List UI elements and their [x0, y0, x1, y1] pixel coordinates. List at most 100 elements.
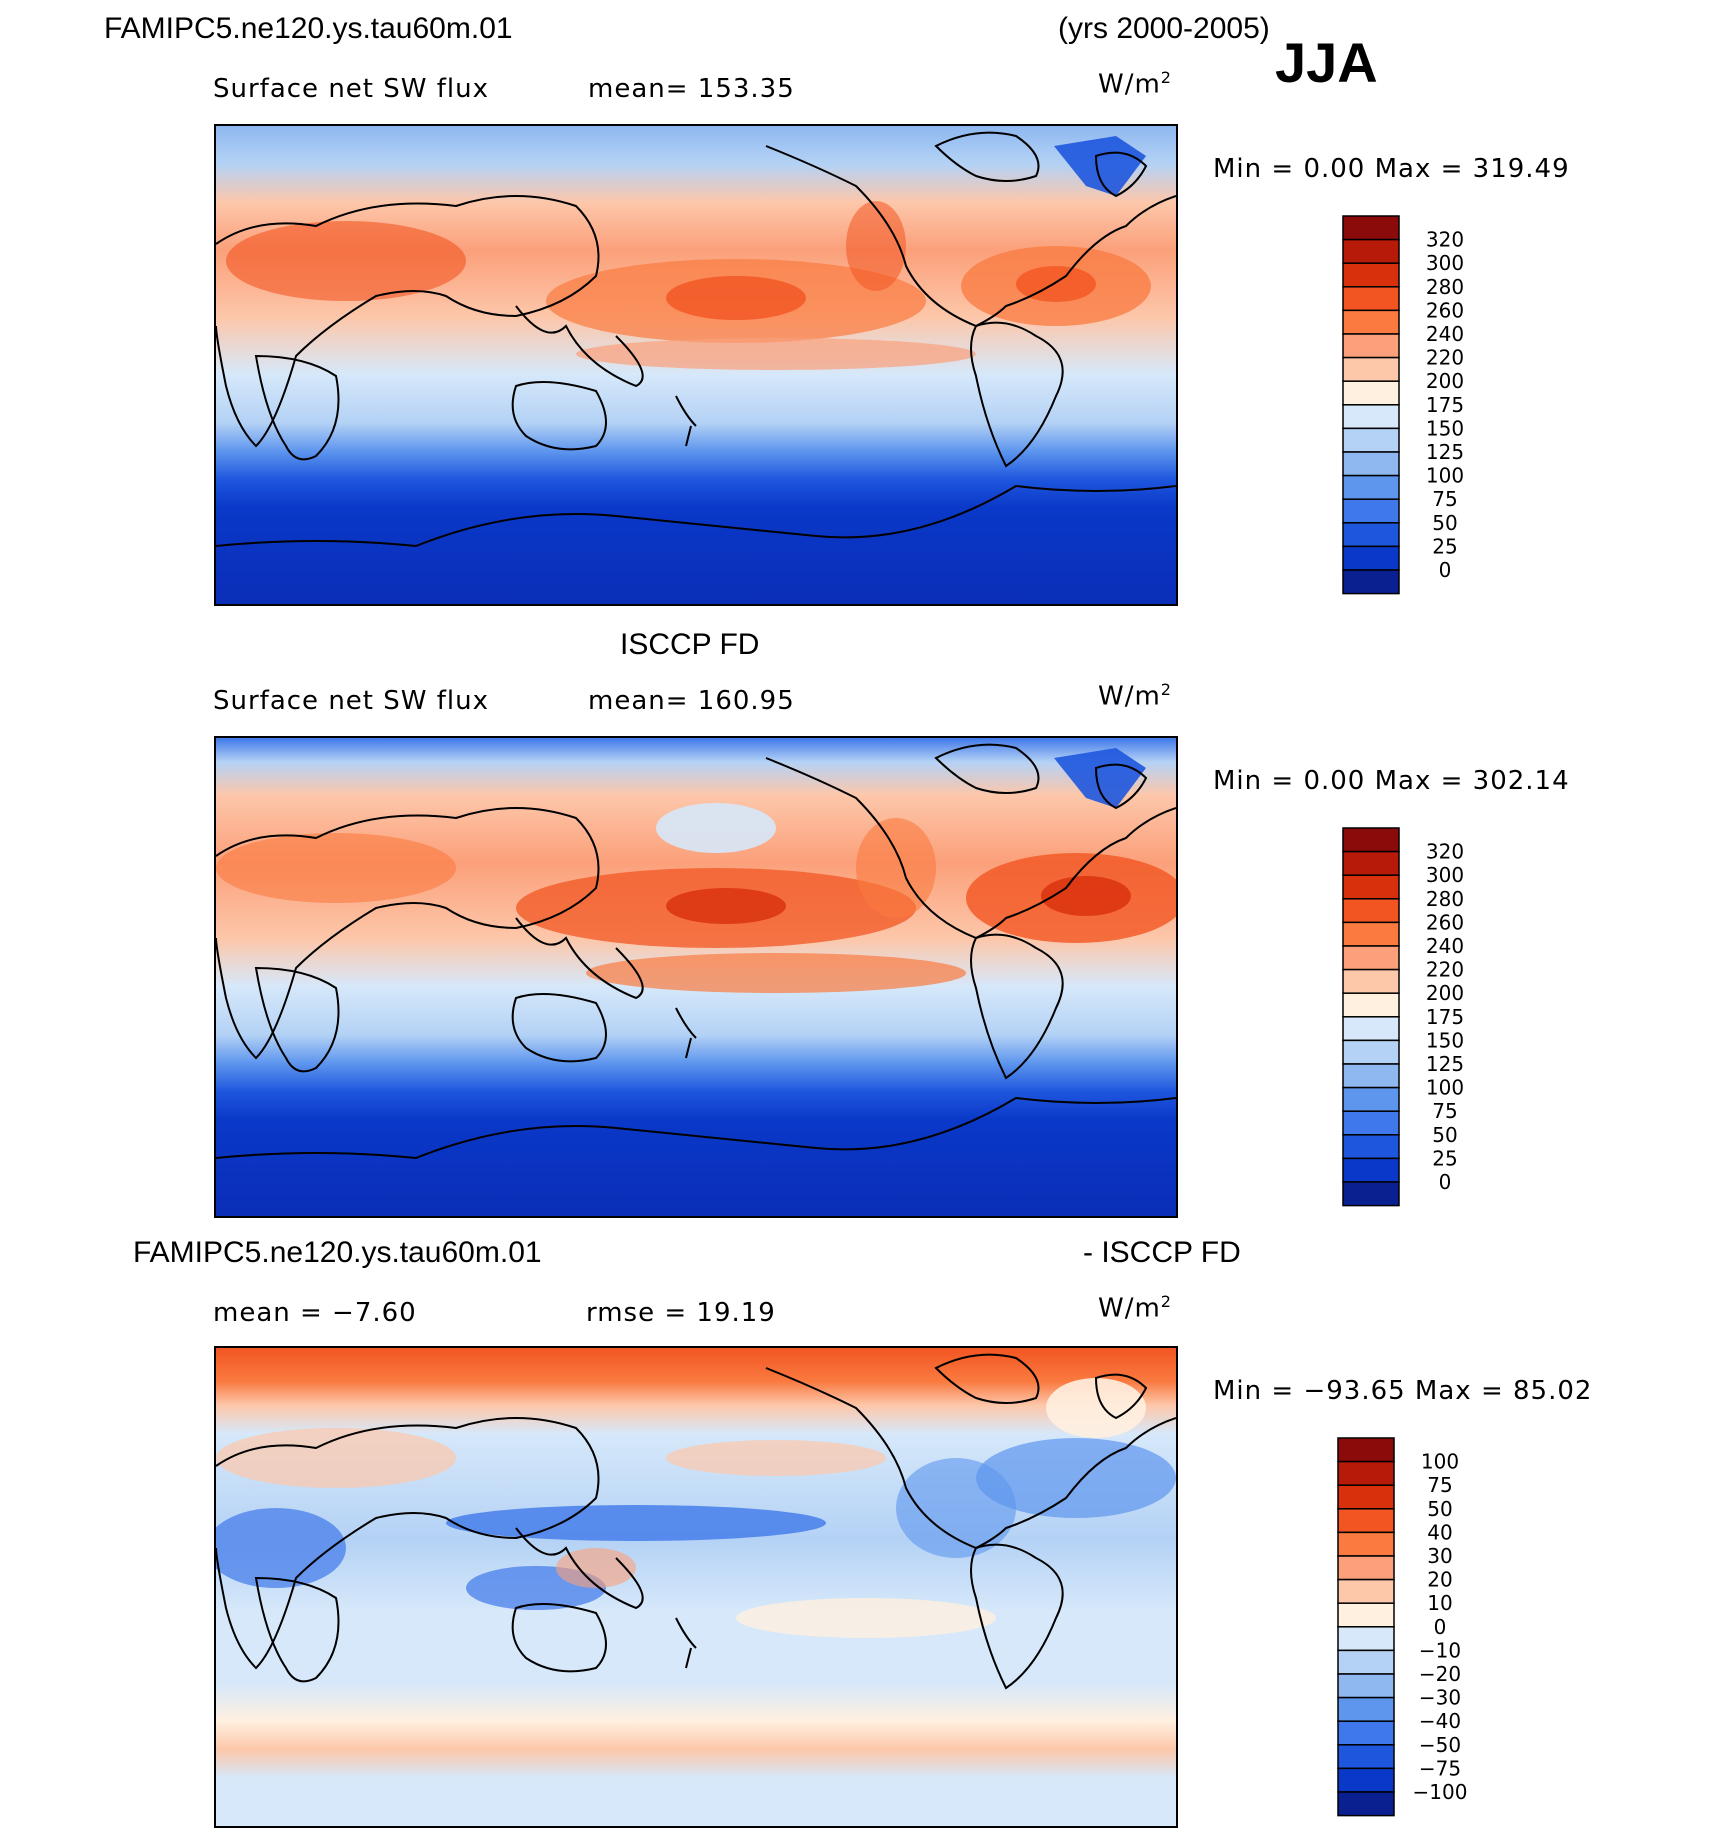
colorbar-tick-label: −20 [1419, 1662, 1461, 1686]
colorbar-tick-label: 0 [1439, 558, 1452, 582]
colorbar-box [1342, 1016, 1400, 1042]
colorbar-tick-label: 200 [1426, 981, 1464, 1005]
colorbar-box [1337, 1437, 1395, 1463]
colorbar-box [1342, 286, 1400, 312]
colorbar-tick-label: 25 [1432, 534, 1457, 558]
colorbar-tick-label: 50 [1427, 1497, 1452, 1521]
colorbar-tick-label: −75 [1419, 1756, 1461, 1780]
colorbar-box [1342, 545, 1400, 571]
colorbar-box [1337, 1626, 1395, 1652]
colorbar-box [1342, 333, 1400, 359]
panel-diff-units: W/m2 [1098, 1292, 1172, 1324]
colorbar-tick-label: −10 [1419, 1638, 1461, 1662]
colorbar-tick-label: 100 [1426, 1076, 1464, 1100]
colorbar-box [1342, 945, 1400, 971]
colorbar-box [1342, 238, 1400, 264]
colorbar-tick-label: 40 [1427, 1520, 1452, 1544]
panel-diff-mean: mean = −7.60 [213, 1298, 417, 1328]
colorbar-box [1337, 1720, 1395, 1746]
colorbar-box [1342, 874, 1400, 900]
colorbar-box [1342, 850, 1400, 876]
colorbar-tick-label: 300 [1426, 863, 1464, 887]
colorbar-box [1342, 1063, 1400, 1089]
colorbar-tick-label: 100 [1426, 464, 1464, 488]
colorbar-tick-label: −40 [1419, 1709, 1461, 1733]
colorbar-box [1337, 1460, 1395, 1486]
colorbar-tick-label: 20 [1427, 1568, 1452, 1592]
colorbar-box [1342, 309, 1400, 335]
colorbar-tick-label: −50 [1419, 1733, 1461, 1757]
season-label: JJA [1275, 31, 1378, 94]
colorbar-tick-label: 260 [1426, 298, 1464, 322]
colorbar-box [1337, 1578, 1395, 1604]
colorbar-box [1337, 1508, 1395, 1534]
panel-diff-title-left: FAMIPC5.ne120.ys.tau60m.01 [133, 1236, 542, 1269]
colorbar-tick-label: 320 [1426, 228, 1464, 252]
colorbar-tick-label: 10 [1427, 1591, 1452, 1615]
colorbar-box [1342, 474, 1400, 500]
colorbar-box [1342, 451, 1400, 477]
colorbar-tick-label: 125 [1426, 440, 1464, 464]
colorbar-box [1342, 569, 1400, 595]
colorbar-box [1337, 1649, 1395, 1675]
colorbar-box [1342, 1157, 1400, 1183]
colorbar-tick-label: 50 [1432, 511, 1457, 535]
colorbar-tick-label: 240 [1426, 934, 1464, 958]
colorbar-box [1337, 1531, 1395, 1557]
colorbar-box [1342, 522, 1400, 548]
colorbar-box [1342, 262, 1400, 288]
panel-obs-field-label: Surface net SW flux [213, 686, 489, 716]
colorbar-tick-label: 175 [1426, 1005, 1464, 1029]
colorbar-box [1342, 404, 1400, 430]
colorbar-box [1342, 1181, 1400, 1207]
panel-model-colorbar: 320 300 280 260 240 220 200 175 150 125 100 75 50 25 0 [1342, 215, 1503, 596]
colorbar-tick-label: 30 [1427, 1544, 1452, 1568]
panel-obs-min-max: Min = 0.00 Max = 302.14 [1213, 766, 1570, 796]
panel-diff-map [214, 1346, 1178, 1828]
colorbar-box [1337, 1767, 1395, 1793]
colorbar-box [1337, 1673, 1395, 1699]
colorbar-box [1337, 1484, 1395, 1510]
colorbar-tick-label: 150 [1426, 1028, 1464, 1052]
colorbar-tick-label: 260 [1426, 910, 1464, 934]
colorbar-tick-label: 75 [1432, 487, 1457, 511]
panel-obs-units: W/m2 [1098, 680, 1172, 712]
colorbar-tick-label: 240 [1426, 322, 1464, 346]
colorbar-box [1342, 827, 1400, 853]
colorbar-box [1342, 498, 1400, 524]
colorbar-box [1342, 427, 1400, 453]
colorbar-tick-label: 50 [1432, 1123, 1457, 1147]
colorbar-tick-label: 75 [1432, 1099, 1457, 1123]
panel-obs-map [214, 736, 1178, 1218]
colorbar-box [1342, 1134, 1400, 1160]
colorbar-box [1342, 215, 1400, 241]
colorbar-box [1342, 898, 1400, 924]
panel-model-map [214, 124, 1178, 606]
colorbar-tick-label: 25 [1432, 1146, 1457, 1170]
colorbar-box [1342, 921, 1400, 947]
colorbar-tick-label: 220 [1426, 958, 1464, 982]
colorbar-box [1337, 1555, 1395, 1581]
colorbar-tick-label: 125 [1426, 1052, 1464, 1076]
panel-diff-title-right: - ISCCP FD [1083, 1236, 1241, 1269]
colorbar-tick-label: 150 [1426, 416, 1464, 440]
colorbar-box [1337, 1602, 1395, 1628]
colorbar-box [1342, 992, 1400, 1018]
colorbar-tick-label: 0 [1434, 1615, 1447, 1639]
colorbar-box [1342, 1086, 1400, 1112]
colorbar-box [1342, 968, 1400, 994]
colorbar-box [1337, 1791, 1395, 1817]
colorbar-tick-label: 0 [1439, 1170, 1452, 1194]
colorbar-tick-label: 220 [1426, 346, 1464, 370]
colorbar-tick-label: −30 [1419, 1686, 1461, 1710]
colorbar-tick-label: 280 [1426, 887, 1464, 911]
colorbar-tick-label: 200 [1426, 369, 1464, 393]
colorbar-box [1342, 356, 1400, 382]
panel-model-field-label: Surface net SW flux [213, 74, 489, 104]
colorbar-box [1342, 1110, 1400, 1136]
panel-model-mean: mean= 153.35 [588, 74, 795, 104]
panel-obs-mean: mean= 160.95 [588, 686, 795, 716]
colorbar-tick-label: −100 [1413, 1780, 1468, 1804]
colorbar-tick-label: 75 [1427, 1473, 1452, 1497]
colorbar-tick-label: 300 [1426, 251, 1464, 275]
